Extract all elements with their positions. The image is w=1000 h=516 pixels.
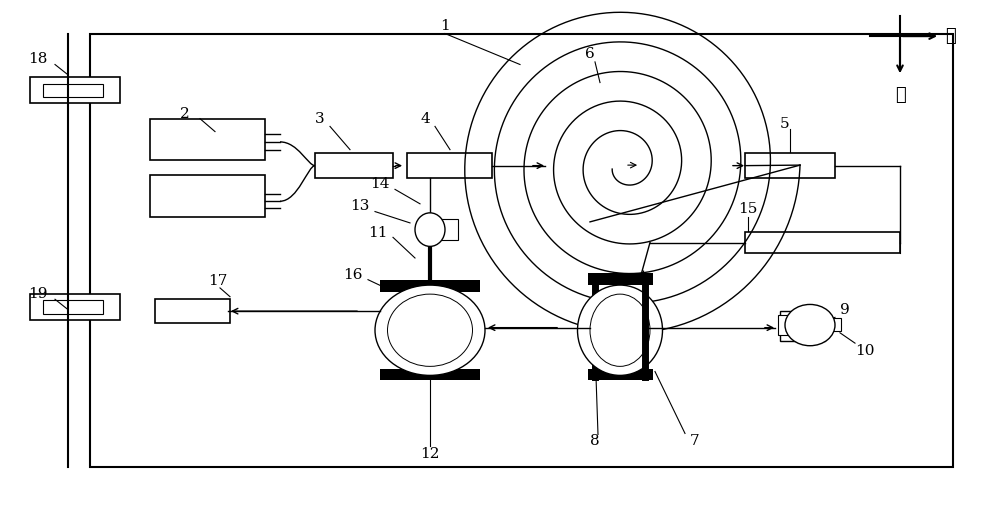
Text: 16: 16 — [343, 267, 363, 282]
Text: 15: 15 — [738, 202, 758, 216]
Text: 9: 9 — [840, 302, 850, 317]
Text: 14: 14 — [370, 177, 390, 191]
Text: 11: 11 — [368, 226, 388, 240]
Bar — [30, 294, 120, 320]
Bar — [778, 315, 828, 335]
Text: 2: 2 — [180, 106, 190, 121]
Text: 19: 19 — [28, 287, 48, 301]
Bar — [315, 153, 393, 178]
Bar — [380, 369, 480, 380]
Bar — [745, 153, 835, 178]
Bar — [150, 175, 265, 217]
Bar — [90, 34, 953, 467]
Text: 4: 4 — [420, 111, 430, 126]
Bar — [745, 232, 900, 253]
Text: 17: 17 — [208, 274, 228, 288]
Ellipse shape — [590, 294, 650, 366]
Bar — [780, 311, 825, 341]
Text: 7: 7 — [690, 434, 700, 448]
Bar — [588, 369, 653, 380]
Text: 5: 5 — [780, 117, 790, 131]
Bar — [30, 77, 120, 103]
Bar — [43, 300, 103, 314]
Text: 左: 左 — [945, 27, 956, 45]
Text: 8: 8 — [590, 434, 600, 448]
Bar — [155, 299, 230, 322]
Text: 3: 3 — [315, 111, 325, 126]
Ellipse shape — [388, 294, 473, 366]
Ellipse shape — [415, 213, 445, 246]
Ellipse shape — [785, 304, 835, 346]
Text: 前: 前 — [895, 86, 905, 104]
Text: 18: 18 — [28, 52, 48, 67]
Bar — [43, 84, 103, 97]
Text: 13: 13 — [350, 199, 370, 214]
Text: 12: 12 — [420, 447, 440, 461]
Bar — [150, 119, 265, 160]
Text: 6: 6 — [585, 47, 595, 61]
Bar — [823, 318, 841, 331]
Ellipse shape — [375, 285, 485, 376]
Text: 1: 1 — [440, 19, 450, 33]
Bar — [407, 153, 492, 178]
Ellipse shape — [578, 285, 662, 376]
Bar — [438, 219, 458, 240]
Bar — [380, 280, 480, 292]
Text: 10: 10 — [855, 344, 875, 358]
Bar — [588, 273, 653, 285]
